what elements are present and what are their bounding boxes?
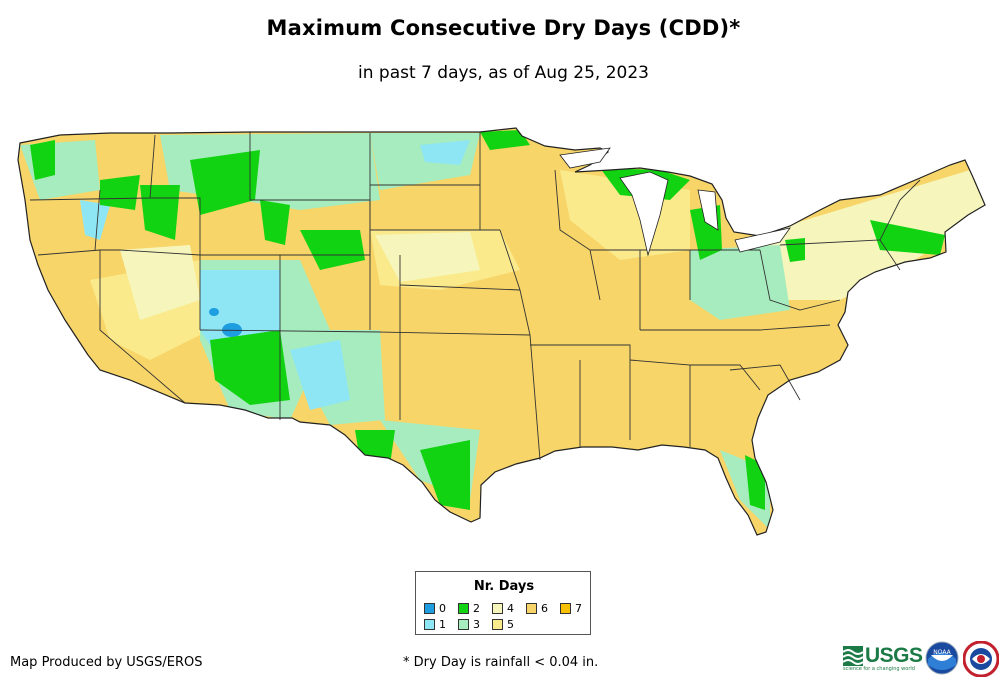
legend-label-7: 7 <box>575 602 582 615</box>
legend-title: Nr. Days <box>473 579 535 594</box>
legend-swatch-4 <box>492 603 503 614</box>
legend-label-1: 1 <box>439 618 446 631</box>
legend-swatch-3 <box>458 619 469 630</box>
map-subtitle: in past 7 days, as of Aug 25, 2023 <box>358 63 649 83</box>
usgs-wave-icon <box>843 646 863 666</box>
legend-swatch-7 <box>560 603 571 614</box>
lake-erie <box>734 227 791 253</box>
usgs-logo: USGS science for a changing world <box>843 644 923 672</box>
usgs-wordmark: USGS <box>865 644 923 667</box>
legend-swatch-2 <box>458 603 469 614</box>
dry-day-footnote: * Dry Day is rainfall < 0.04 in. <box>403 655 599 670</box>
legend: Nr. Days 0 1 2 3 4 5 6 7 <box>415 571 591 635</box>
usgs-tagline: science for a changing world <box>843 666 915 672</box>
noaa-logo: NOAA <box>925 641 959 675</box>
state-borders <box>29 132 921 461</box>
legend-label-2: 2 <box>473 602 480 615</box>
lake-huron <box>697 189 719 231</box>
agency-logos: USGS science for a changing world NOAA <box>843 639 1003 679</box>
legend-swatch-0 <box>424 603 435 614</box>
map-credit: Map Produced by USGS/EROS <box>10 655 203 670</box>
nws-logo <box>963 641 999 677</box>
legend-label-3: 3 <box>473 618 480 631</box>
lake-michigan <box>619 171 669 257</box>
legend-label-4: 4 <box>507 602 514 615</box>
legend-label-6: 6 <box>541 602 548 615</box>
lake-superior <box>559 147 611 169</box>
legend-label-5: 5 <box>507 618 514 631</box>
noaa-wordmark: NOAA <box>933 649 951 656</box>
map-title: Maximum Consecutive Dry Days (CDD)* <box>266 16 741 40</box>
legend-label-0: 0 <box>439 602 446 615</box>
legend-swatch-5 <box>492 619 503 630</box>
legend-swatch-6 <box>526 603 537 614</box>
legend-swatch-1 <box>424 619 435 630</box>
